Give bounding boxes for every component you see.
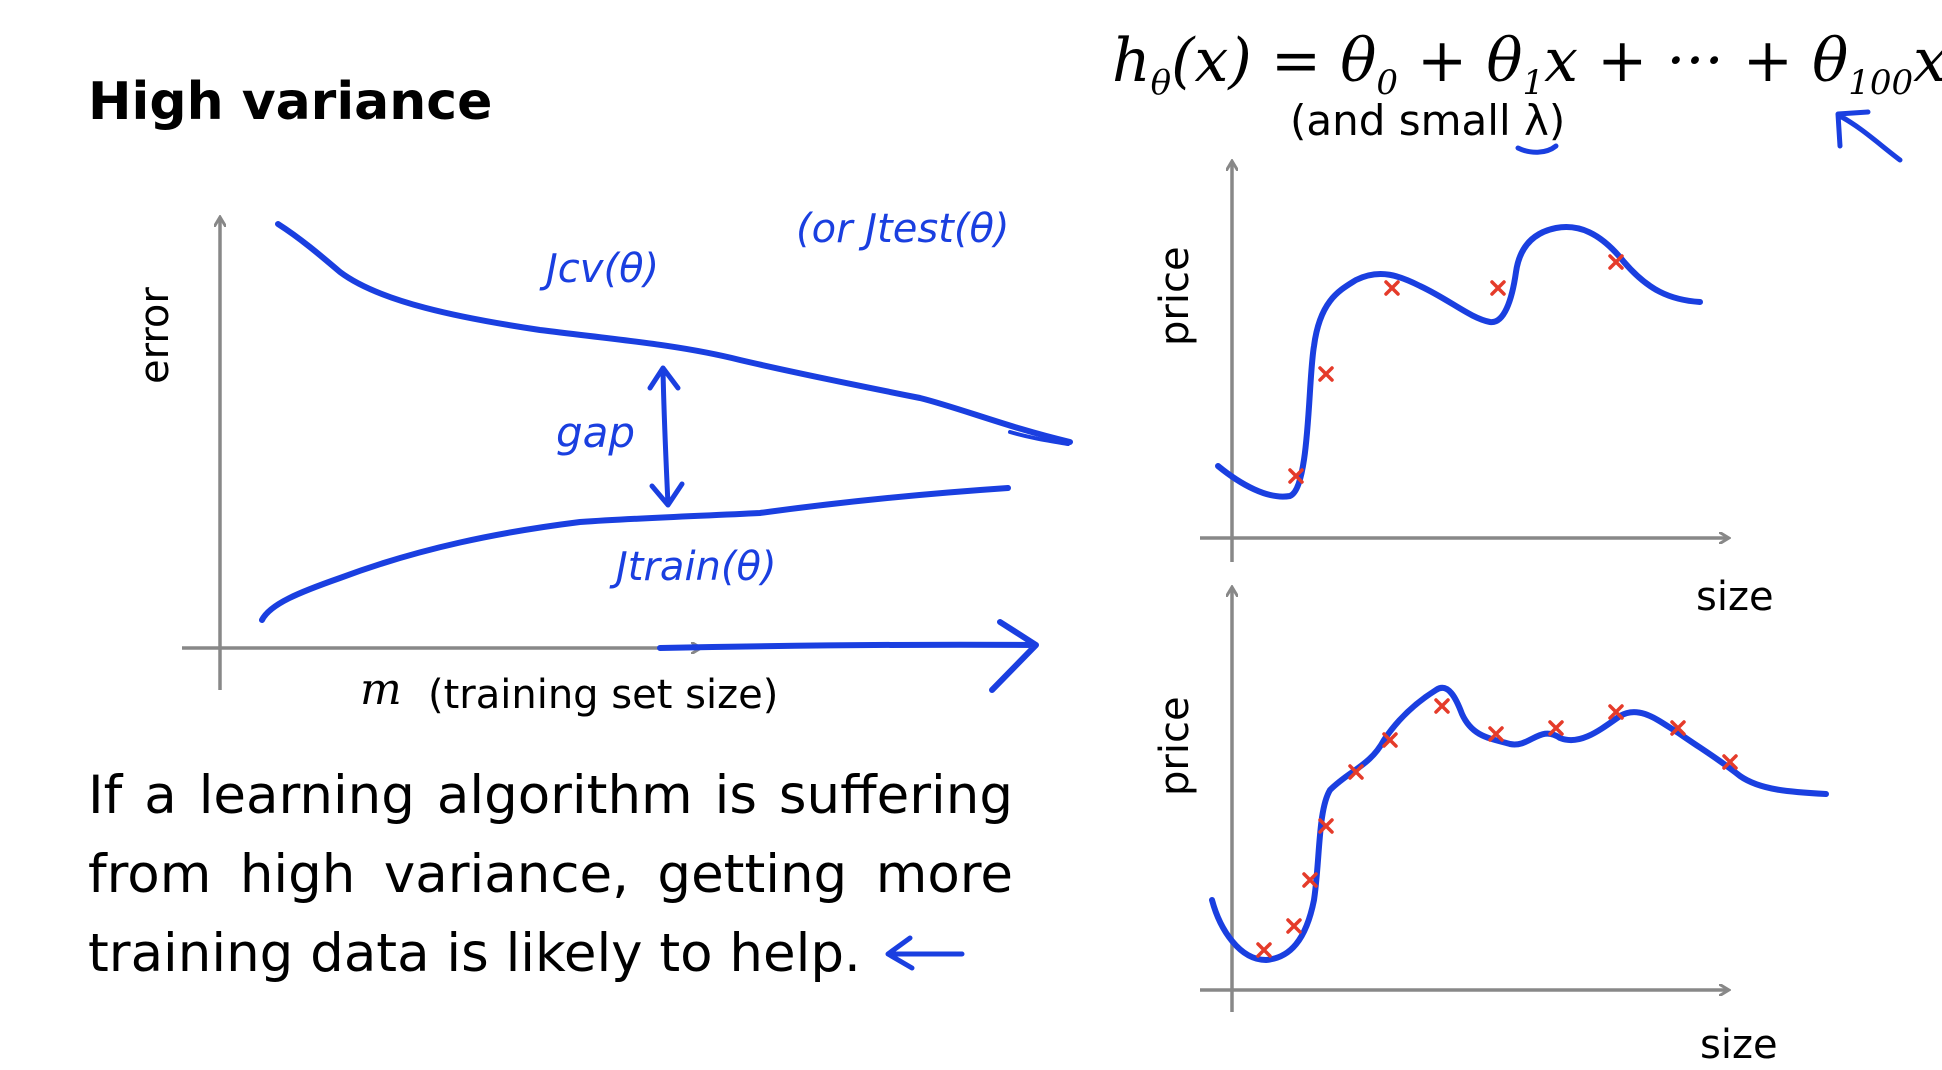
marker (1286, 918, 1302, 934)
marker (1348, 764, 1364, 780)
marker (1302, 872, 1318, 888)
formula-note: (and small λ) (1290, 96, 1566, 145)
slide-title: High variance (88, 72, 493, 132)
formula-pointer-arrow (1835, 109, 1903, 163)
lc-xlabel: (training set size) (428, 672, 779, 718)
fit-bottom-markers (1256, 698, 1738, 958)
marker (1548, 720, 1564, 736)
marker (1256, 942, 1272, 958)
marker (1608, 704, 1624, 720)
marker (1490, 280, 1506, 296)
gap-label: gap (556, 408, 636, 457)
marker (1722, 754, 1738, 770)
lc-x-extension-arrow (657, 619, 1039, 693)
jtrain-curve (259, 485, 1011, 623)
marker (1384, 280, 1400, 296)
left-arrow (885, 935, 965, 971)
marker (1434, 698, 1450, 714)
jtrain-label: Jtrain(θ) (616, 544, 777, 590)
fit-bottom-ylabel: price (1152, 696, 1198, 796)
jtest-label: (or Jtest(θ) (796, 206, 1010, 252)
jcv-label: Jcv(θ) (546, 246, 660, 292)
marker (1288, 468, 1304, 484)
marker (1488, 726, 1504, 742)
fit-bottom-curve (1209, 685, 1829, 964)
fit-top-ylabel: price (1152, 246, 1198, 346)
jcv-curve (275, 221, 1073, 445)
fit-top-markers (1288, 254, 1624, 484)
body-text: If a learning algorithm is suffering fro… (88, 765, 1013, 984)
fit-top-curve (1215, 224, 1703, 500)
marker (1382, 732, 1398, 748)
marker (1608, 254, 1624, 270)
lambda-underline (1515, 143, 1559, 155)
jcv-curve-end (1008, 430, 1070, 446)
lc-xlabel-symbol: m (360, 664, 402, 715)
lc-ylabel: error (132, 287, 178, 384)
fit-top-xlabel: size (1696, 574, 1774, 620)
fit-bottom-xlabel: size (1700, 1022, 1778, 1068)
marker (1670, 720, 1686, 736)
hypothesis-formula: hθ(x) = θ0 + θ1x + ··· + θ100x100 (1112, 26, 1942, 103)
marker (1318, 366, 1334, 382)
gap-arrow (647, 365, 685, 508)
marker (1318, 818, 1334, 834)
